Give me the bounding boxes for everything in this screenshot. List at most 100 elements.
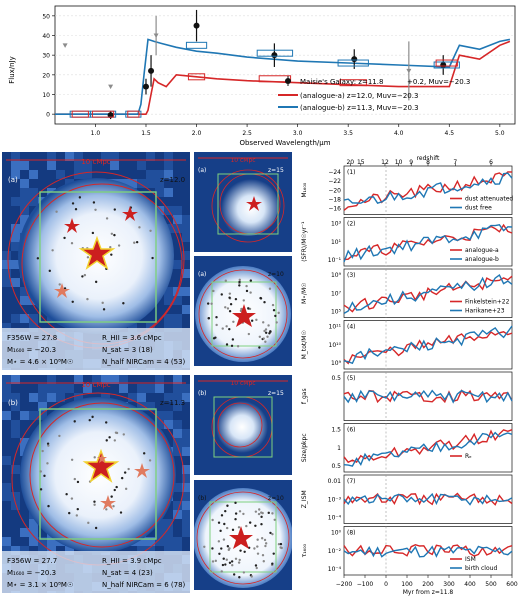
map-particle [230,344,234,348]
map-pixel [2,278,11,287]
map-pixel [38,537,47,546]
map-pixel [182,393,190,402]
mini-a15-star [246,196,262,211]
map-particle [220,293,223,296]
history-series-line [343,389,513,404]
map-particle [268,287,272,290]
map-pixel [11,429,20,438]
map-pixel [11,206,20,215]
map-particle [225,526,229,530]
map-b-scale: 10 cMpc [81,381,110,389]
map-particle [254,524,257,528]
map-particle [78,196,82,199]
map-pixel [2,260,11,269]
map-pixel [11,438,20,447]
map-pixel [182,152,190,161]
map-particle [71,202,75,205]
map-particle [203,545,206,548]
history-row-tick-label: 10⁹ [331,360,342,367]
map-particle [245,524,248,528]
map-pixel [182,323,190,332]
map-particle [46,462,49,465]
sed-band-box [339,79,367,87]
mini-a10-label: (a) [198,271,206,278]
map-particle [43,474,46,478]
map-pixel [146,402,155,411]
map-particle [220,547,223,550]
map-particle [73,420,76,423]
history-legend-label: analogue-b [465,256,499,263]
map-pixel [20,296,29,305]
map-pixel [164,537,173,546]
map-particle [264,544,267,548]
map-panel-b: 10 cMpc (b) z=11.3 F356W = 27.7 M₁₆₀₀ = … [2,375,190,593]
map-particle [135,240,139,244]
map-particle [234,518,237,521]
map-pixel [2,546,11,555]
map-pixel [146,170,155,179]
sed-legend-maisie-rest: +0.2, Muv=−20.3 [407,78,470,86]
map-pixel [164,170,173,179]
map-pixel [173,323,182,332]
history-row-ylabel: τ₁₆₀₀ [301,544,308,558]
map-pixel [164,323,173,332]
map-pixel [83,152,92,161]
map-pixel [11,537,20,546]
history-row-number: (8) [347,530,356,537]
history-legend-label: Finkelstein+22 [465,299,510,306]
map-pixel [29,528,38,537]
map-pixel [164,375,173,384]
map-pixel [47,384,56,393]
map-particle [258,508,261,511]
map-particle [224,509,227,513]
map-particle [240,307,243,311]
map-pixel [20,170,29,179]
map-pixel [56,384,65,393]
history-top-tick-label: 8 [426,159,430,166]
map-particle [245,284,248,288]
map-pixel [164,411,173,420]
map-pixel [164,287,173,296]
map-pixel [173,411,182,420]
map-pixel [146,161,155,170]
map-pixel [47,393,56,402]
map-pixel [182,161,190,170]
map-pixel [137,170,146,179]
map-particle [279,542,283,546]
history-xtick-label: 300 [443,581,455,588]
map-particle [238,510,242,513]
map-pixel [173,492,182,501]
map-pixel [155,519,164,528]
history-xtick-label: −200 [336,581,353,588]
map-pixel [65,152,74,161]
map-pixel [38,152,47,161]
map-pixel [2,269,11,278]
map-pixel [38,314,47,323]
map-a-rhii: R_HII = 3.6 cMpc [102,334,162,342]
map-pixel [20,537,29,546]
map-pixel [83,384,92,393]
map-pixel [173,519,182,528]
map-a-nhalf: N_half NIRCam = 4 (53) [102,358,186,366]
map-pixel [182,402,190,411]
history-series-line [343,331,513,365]
mini-a10-z: z=10 [268,271,284,278]
map-pixel [11,224,20,233]
map-pixel [101,375,110,384]
map-particle [255,318,258,322]
map-pixel [20,161,29,170]
map-particle [260,515,263,519]
map-particle [122,433,125,436]
history-legend-label: dust attenuated [465,196,513,203]
map-pixel [182,447,190,456]
map-pixel [29,384,38,393]
history-top-tick-label: 10 [395,159,403,166]
map-pixel [182,420,190,429]
history-row-tick-label: 10¹ [331,239,342,246]
map-pixel [56,323,65,332]
map-pixel [2,393,11,402]
map-particle [65,493,68,496]
map-particle [87,521,90,525]
map-pixel [173,224,182,233]
map-particle [127,467,130,471]
